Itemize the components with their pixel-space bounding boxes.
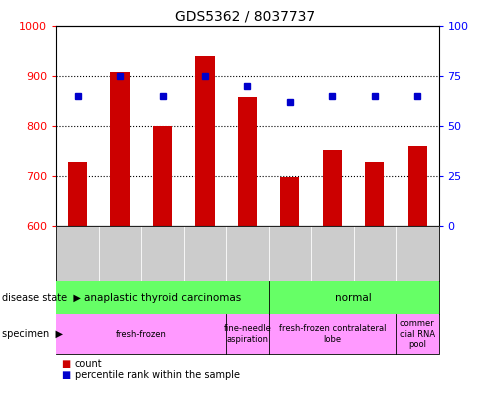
Text: fine-needle
aspiration: fine-needle aspiration xyxy=(223,324,271,344)
Text: percentile rank within the sample: percentile rank within the sample xyxy=(75,370,240,380)
Bar xyxy=(68,162,87,226)
Text: specimen  ▶: specimen ▶ xyxy=(2,329,63,339)
Text: ■: ■ xyxy=(61,358,71,369)
Bar xyxy=(408,146,427,226)
Text: commer
cial RNA
pool: commer cial RNA pool xyxy=(400,319,435,349)
Bar xyxy=(153,126,172,226)
Text: disease state  ▶: disease state ▶ xyxy=(2,293,81,303)
Text: ■: ■ xyxy=(61,370,71,380)
Bar xyxy=(323,150,342,226)
Text: fresh-frozen: fresh-frozen xyxy=(116,330,167,338)
Bar xyxy=(238,97,257,226)
Text: count: count xyxy=(75,358,102,369)
Bar xyxy=(366,162,385,226)
Text: normal: normal xyxy=(335,293,372,303)
Bar xyxy=(196,55,215,226)
Text: anaplastic thyroid carcinomas: anaplastic thyroid carcinomas xyxy=(84,293,241,303)
Bar xyxy=(280,177,299,226)
Text: GDS5362 / 8037737: GDS5362 / 8037737 xyxy=(175,10,315,24)
Bar xyxy=(110,72,129,226)
Text: fresh-frozen contralateral
lobe: fresh-frozen contralateral lobe xyxy=(279,324,386,344)
